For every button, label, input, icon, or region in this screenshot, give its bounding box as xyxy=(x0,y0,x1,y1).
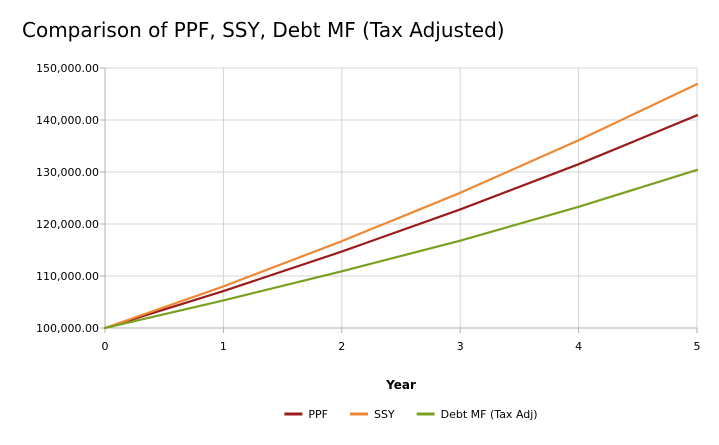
legend-label-0: PPF xyxy=(308,408,328,421)
x-axis-title: Year xyxy=(385,378,416,392)
chart-title: Comparison of PPF, SSY, Debt MF (Tax Adj… xyxy=(22,18,505,42)
y-tick-label: 150,000.00 xyxy=(36,62,99,75)
x-tick-label: 0 xyxy=(102,340,109,353)
legend: PPF SSY Debt MF (Tax Adj) xyxy=(284,408,538,421)
x-tick-label: 4 xyxy=(575,340,582,353)
y-tick-label: 130,000.00 xyxy=(36,166,99,179)
tick-labels: 100,000.00 110,000.00 120,000.00 130,000.00… xyxy=(36,62,700,353)
series-lines xyxy=(103,83,699,330)
x-tick-label: 2 xyxy=(338,340,345,353)
x-tick-label: 3 xyxy=(457,340,464,353)
series-line-0 xyxy=(103,114,699,330)
x-tick-label: 5 xyxy=(694,340,701,353)
legend-label-2: Debt MF (Tax Adj) xyxy=(441,408,538,421)
grid-lines xyxy=(104,67,698,329)
y-tick-label: 100,000.00 xyxy=(36,322,99,335)
x-tick-label: 1 xyxy=(220,340,227,353)
y-tick-label: 110,000.00 xyxy=(36,270,99,283)
axes xyxy=(100,67,698,333)
series-line-1 xyxy=(103,83,699,330)
legend-label-1: SSY xyxy=(374,408,395,421)
y-tick-label: 140,000.00 xyxy=(36,114,99,127)
y-tick-label: 120,000.00 xyxy=(36,218,99,231)
series-line-2 xyxy=(103,168,699,330)
